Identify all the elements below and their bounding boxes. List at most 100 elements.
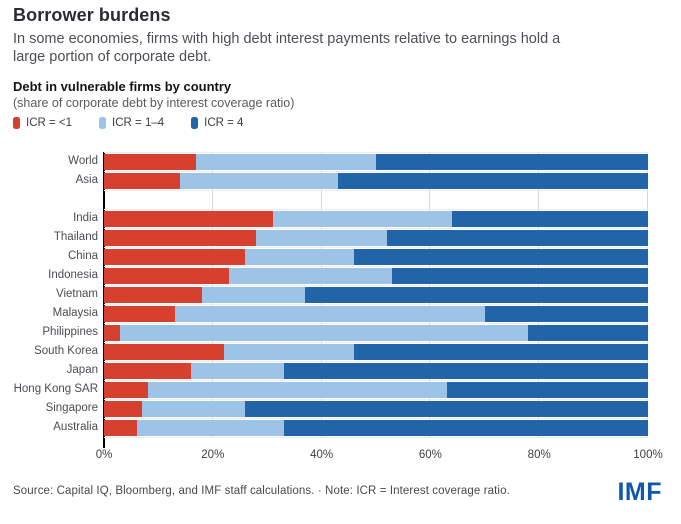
legend-label: ICR = 1–4 [112, 117, 165, 129]
bar-segment [147, 381, 447, 398]
zero-tick-mark [103, 443, 105, 448]
x-tick-label: 0% [95, 449, 113, 461]
country-label: Japan [66, 364, 98, 376]
bar-segment [452, 210, 648, 227]
bar-row [104, 400, 648, 417]
bar-segment [446, 381, 648, 398]
bar-segment [229, 267, 393, 284]
page-title: Borrower burdens [13, 5, 171, 25]
bar-segment [272, 210, 453, 227]
legend: ICR = <1 ICR = 1–4 ICR = 4 [13, 117, 243, 129]
country-label: South Korea [34, 345, 98, 357]
bar-segment [136, 419, 284, 436]
plot-area [103, 152, 648, 448]
row-separator [104, 437, 648, 438]
bar-segment [337, 172, 648, 189]
row-separator [104, 418, 648, 419]
x-tick-label: 100% [633, 449, 663, 461]
row-separator [104, 247, 648, 248]
country-label: China [67, 250, 98, 262]
bar-segment [104, 286, 202, 303]
bar-row [104, 248, 648, 265]
bar-segment [283, 419, 648, 436]
country-label: Malaysia [52, 307, 98, 319]
legend-label: ICR = <1 [26, 117, 73, 129]
row-separator [104, 304, 648, 305]
y-axis-labels: World Asia India Thailand China Indonesia Viet… [0, 152, 98, 448]
bar-row [104, 210, 648, 227]
bar-segment [104, 153, 197, 170]
bar-row [104, 381, 648, 398]
bar-segment [528, 324, 648, 341]
legend-item-2: ICR = 4 [191, 117, 243, 129]
bar-segment [245, 400, 648, 417]
legend-swatch-icon [13, 117, 20, 129]
bar-segment [375, 153, 648, 170]
bar-segment [223, 343, 355, 360]
chart-subtitle: (share of corporate debt by interest cov… [13, 96, 295, 110]
bar-segment [104, 324, 121, 341]
bar-row [104, 362, 648, 379]
bar-row [104, 305, 648, 322]
bar-segment [104, 343, 224, 360]
bar-segment [142, 400, 246, 417]
bar-row [104, 229, 648, 246]
bar-segment [245, 248, 355, 265]
bar-segment [283, 362, 648, 379]
row-separator [104, 399, 648, 400]
bar-segment [305, 286, 648, 303]
bar-segment [104, 381, 148, 398]
bar-segment [104, 248, 246, 265]
bar-segment [354, 248, 648, 265]
bar-row [104, 286, 648, 303]
row-separator [104, 323, 648, 324]
country-label: Indonesia [48, 269, 98, 281]
legend-swatch-icon [191, 117, 199, 129]
bar-segment [484, 305, 648, 322]
country-label: Hong Kong SAR [13, 383, 98, 395]
bar-segment [201, 286, 306, 303]
bar-segment [180, 172, 338, 189]
row-separator [104, 209, 648, 210]
bar-row [104, 172, 648, 189]
x-tick-label: 60% [418, 449, 442, 461]
bar-segment [196, 153, 376, 170]
row-separator [104, 380, 648, 381]
country-label: Thailand [53, 231, 98, 243]
country-label: India [73, 212, 98, 224]
row-separator [104, 171, 648, 172]
country-label: World [68, 155, 98, 167]
legend-swatch-icon [99, 117, 107, 129]
x-tick-label: 40% [310, 449, 334, 461]
page-subtitle: In some economies, firms with high debt … [13, 30, 560, 66]
bar-segment [392, 267, 648, 284]
stacked-bar-chart: World Asia India Thailand China Indonesia Viet… [0, 152, 681, 448]
imf-logo: IMF [617, 478, 662, 506]
bar-segment [256, 229, 387, 246]
chart-title: Debt in vulnerable firms by country [13, 79, 232, 94]
row-separator [104, 190, 648, 191]
country-label: Vietnam [56, 288, 98, 300]
bar-segment [104, 172, 181, 189]
page-subtitle-line-1: In some economies, firms with high debt … [13, 31, 561, 47]
bar-segment [174, 305, 485, 322]
bar-segment [104, 419, 137, 436]
row-separator [104, 342, 648, 343]
row-separator [104, 361, 648, 362]
country-label: Asia [75, 174, 98, 186]
row-separator [104, 285, 648, 286]
x-tick-label: 20% [201, 449, 225, 461]
bar-segment [104, 400, 143, 417]
bar-segment [104, 305, 175, 322]
country-label: Australia [53, 421, 98, 433]
bar-row [104, 324, 648, 341]
legend-label: ICR = 4 [204, 117, 244, 129]
bar-segment [120, 324, 529, 341]
source-note: Source: Capital IQ, Bloomberg, and IMF s… [13, 485, 510, 497]
row-separator [104, 228, 648, 229]
x-axis-tick-labels: 0% 20% 40% 60% 80% 100% [96, 449, 663, 463]
bar-segment [104, 267, 230, 284]
bar-segment [104, 210, 273, 227]
page-subtitle-line-2: large portion of corporate debt. [13, 49, 212, 65]
